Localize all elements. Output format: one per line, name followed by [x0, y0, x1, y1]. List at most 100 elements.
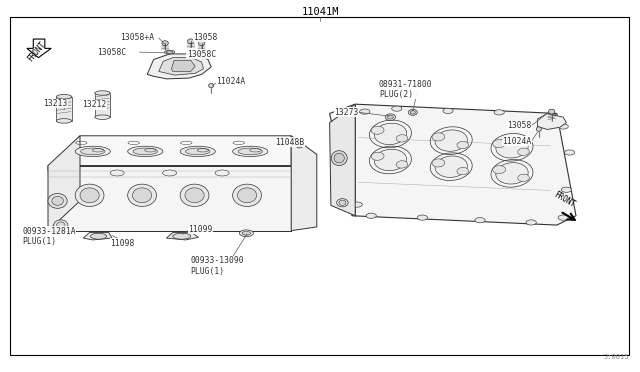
Ellipse shape	[558, 215, 568, 220]
Ellipse shape	[215, 170, 229, 176]
Ellipse shape	[493, 166, 506, 174]
Ellipse shape	[127, 146, 163, 157]
Text: 11098: 11098	[110, 239, 134, 248]
Text: 11024A: 11024A	[502, 137, 531, 146]
Ellipse shape	[496, 163, 528, 184]
Ellipse shape	[48, 193, 67, 208]
Text: 11041M: 11041M	[301, 7, 339, 17]
Text: 13058C: 13058C	[97, 48, 127, 57]
Ellipse shape	[392, 106, 402, 111]
Polygon shape	[48, 166, 291, 231]
Ellipse shape	[132, 188, 152, 203]
Polygon shape	[48, 136, 80, 231]
Ellipse shape	[457, 167, 468, 175]
Text: 00933-1281A
PLUG(1): 00933-1281A PLUG(1)	[22, 227, 76, 246]
Ellipse shape	[388, 115, 393, 119]
Ellipse shape	[95, 115, 110, 119]
Ellipse shape	[374, 149, 406, 171]
Polygon shape	[83, 232, 112, 240]
Text: 13058: 13058	[193, 33, 218, 42]
Ellipse shape	[209, 83, 214, 88]
Polygon shape	[95, 93, 110, 117]
Polygon shape	[27, 39, 51, 58]
Ellipse shape	[545, 113, 556, 118]
Ellipse shape	[396, 135, 408, 142]
Text: FRONT: FRONT	[26, 40, 48, 63]
Ellipse shape	[56, 94, 72, 99]
Text: 13213: 13213	[44, 99, 68, 108]
Ellipse shape	[396, 161, 408, 168]
Ellipse shape	[237, 188, 257, 203]
Ellipse shape	[133, 148, 157, 155]
Ellipse shape	[558, 124, 568, 129]
Ellipse shape	[162, 41, 168, 46]
Polygon shape	[172, 60, 195, 71]
Polygon shape	[159, 58, 204, 75]
Text: 11048B: 11048B	[275, 138, 305, 147]
Ellipse shape	[561, 187, 572, 192]
Ellipse shape	[233, 146, 268, 157]
Text: 13273: 13273	[334, 108, 358, 117]
Ellipse shape	[188, 39, 194, 44]
Text: J:0015: J:0015	[604, 354, 629, 360]
Ellipse shape	[496, 137, 528, 158]
Ellipse shape	[536, 127, 541, 131]
Ellipse shape	[56, 119, 72, 123]
Ellipse shape	[81, 148, 105, 155]
Ellipse shape	[180, 146, 215, 157]
Text: 13212: 13212	[82, 100, 106, 109]
Ellipse shape	[80, 188, 99, 203]
Ellipse shape	[339, 200, 346, 205]
Ellipse shape	[238, 148, 262, 155]
Ellipse shape	[435, 156, 467, 177]
Text: 11024A: 11024A	[216, 77, 246, 86]
Text: 00933-13090
PLUG(1): 00933-13090 PLUG(1)	[191, 256, 244, 276]
Ellipse shape	[163, 170, 177, 176]
Ellipse shape	[164, 50, 175, 54]
Ellipse shape	[76, 146, 111, 157]
Ellipse shape	[360, 109, 370, 114]
Ellipse shape	[334, 153, 344, 163]
Ellipse shape	[432, 159, 445, 167]
Polygon shape	[538, 113, 566, 129]
Polygon shape	[291, 136, 317, 231]
Ellipse shape	[337, 199, 348, 207]
Ellipse shape	[243, 231, 251, 235]
Ellipse shape	[408, 109, 417, 115]
Polygon shape	[166, 232, 198, 240]
Ellipse shape	[374, 123, 406, 145]
Polygon shape	[56, 97, 72, 121]
Ellipse shape	[185, 188, 204, 203]
Text: 13058: 13058	[507, 121, 531, 130]
Ellipse shape	[432, 133, 445, 141]
Ellipse shape	[564, 150, 575, 155]
Text: 13058C: 13058C	[187, 50, 216, 59]
Ellipse shape	[443, 108, 453, 113]
Ellipse shape	[410, 111, 415, 114]
Ellipse shape	[95, 91, 110, 95]
Ellipse shape	[457, 141, 468, 149]
Ellipse shape	[526, 220, 536, 225]
Ellipse shape	[385, 114, 396, 121]
Text: 13058+A: 13058+A	[120, 33, 154, 42]
Ellipse shape	[371, 126, 384, 134]
Ellipse shape	[435, 130, 467, 151]
Text: FRONT: FRONT	[552, 190, 576, 209]
Ellipse shape	[475, 218, 485, 223]
Ellipse shape	[91, 233, 106, 239]
Text: 08931-71800
PLUG(2): 08931-71800 PLUG(2)	[379, 80, 433, 99]
Ellipse shape	[518, 174, 529, 182]
Ellipse shape	[296, 142, 303, 148]
Ellipse shape	[186, 148, 210, 155]
Polygon shape	[330, 104, 355, 216]
Ellipse shape	[52, 196, 63, 205]
Polygon shape	[147, 54, 211, 79]
Ellipse shape	[180, 184, 209, 206]
Ellipse shape	[518, 148, 529, 155]
Ellipse shape	[173, 233, 191, 239]
Text: 11099: 11099	[188, 225, 212, 234]
Polygon shape	[48, 136, 291, 171]
Ellipse shape	[239, 230, 253, 237]
Ellipse shape	[233, 184, 262, 206]
Ellipse shape	[198, 41, 205, 46]
